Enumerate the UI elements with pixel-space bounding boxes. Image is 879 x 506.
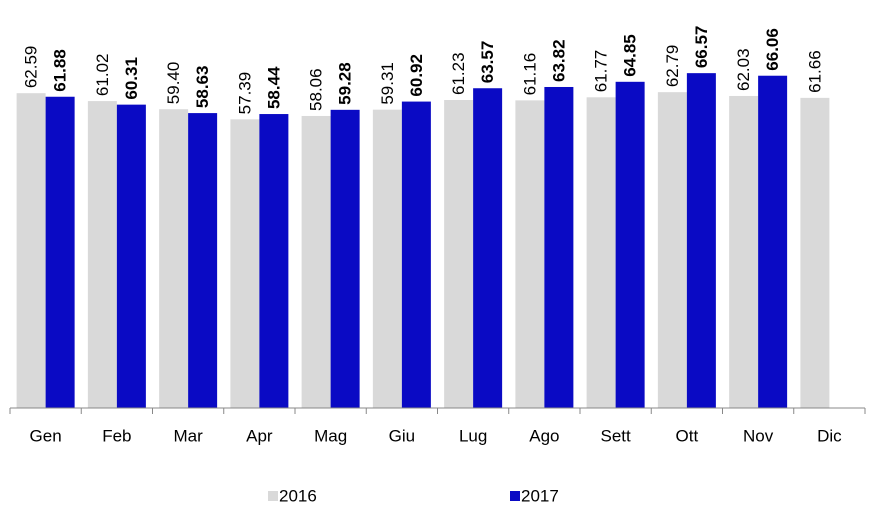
bar xyxy=(259,114,289,408)
bar xyxy=(729,95,759,408)
value-label: 58.44 xyxy=(264,66,283,109)
bar xyxy=(515,100,545,408)
legend-label: 2017 xyxy=(521,486,559,505)
value-label: 63.57 xyxy=(478,41,497,84)
bar xyxy=(372,109,402,408)
value-label: 60.92 xyxy=(407,54,426,97)
value-label: 66.57 xyxy=(692,26,711,69)
value-label: 61.66 xyxy=(805,50,824,93)
x-tick-label: Lug xyxy=(459,426,487,445)
x-tick-label: Feb xyxy=(102,426,131,445)
x-tick-label: Nov xyxy=(743,426,774,445)
legend-swatch xyxy=(510,491,520,501)
bar xyxy=(16,93,46,408)
bar xyxy=(330,109,360,409)
value-label: 62.03 xyxy=(734,48,753,91)
x-tick-label: Gen xyxy=(30,426,62,445)
value-label: 61.23 xyxy=(449,52,468,95)
x-tick-label: Ott xyxy=(676,426,699,445)
x-tick-label: Apr xyxy=(246,426,273,445)
bar xyxy=(586,97,616,408)
x-tick-label: Ago xyxy=(529,426,559,445)
bar xyxy=(87,101,117,408)
value-label: 61.77 xyxy=(592,50,611,93)
bar xyxy=(758,75,788,408)
value-label: 59.40 xyxy=(164,62,183,105)
value-label: 66.06 xyxy=(763,28,782,71)
value-label: 57.39 xyxy=(235,72,254,115)
value-label: 61.02 xyxy=(93,54,112,97)
x-tick-label: Giu xyxy=(389,426,415,445)
value-label: 61.16 xyxy=(520,53,539,96)
bar xyxy=(159,109,189,408)
bar xyxy=(544,86,574,408)
value-label: 60.31 xyxy=(122,57,141,100)
x-tick-label: Mag xyxy=(314,426,347,445)
bar xyxy=(473,88,503,409)
value-label: 59.31 xyxy=(378,62,397,105)
bar xyxy=(686,73,716,409)
bar xyxy=(301,115,331,409)
value-label: 62.59 xyxy=(22,46,41,89)
value-label: 58.63 xyxy=(193,66,212,109)
bar xyxy=(657,92,687,409)
bar xyxy=(230,119,260,408)
value-label: 58.06 xyxy=(307,68,326,111)
value-label: 62.79 xyxy=(663,45,682,88)
bar xyxy=(800,97,830,409)
bar xyxy=(188,113,218,409)
legend-label: 2016 xyxy=(279,486,317,505)
bar xyxy=(401,101,431,409)
x-tick-label: Sett xyxy=(601,426,632,445)
value-label: 61.88 xyxy=(51,49,70,92)
value-label: 64.85 xyxy=(621,34,640,77)
bar xyxy=(45,96,75,409)
legend-swatch xyxy=(268,491,278,501)
value-label: 59.28 xyxy=(336,62,355,105)
bar xyxy=(615,81,645,408)
value-label: 63.82 xyxy=(549,39,568,82)
x-tick-label: Dic xyxy=(817,426,842,445)
bar xyxy=(444,100,474,409)
x-tick-label: Mar xyxy=(173,426,203,445)
bar xyxy=(116,104,146,409)
